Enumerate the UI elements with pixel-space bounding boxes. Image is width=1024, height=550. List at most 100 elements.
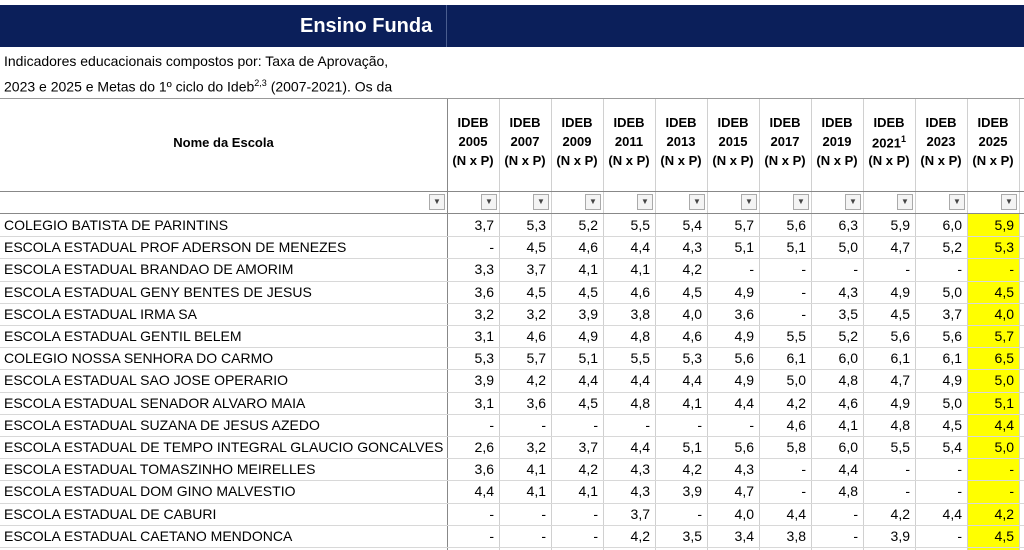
grid-line	[0, 347, 1024, 349]
column-year: 2007	[499, 134, 551, 149]
column-label: IDEB	[717, 115, 749, 130]
ideb-value: 4,5	[578, 394, 598, 411]
ideb-value: 3,9	[890, 527, 910, 544]
ideb-value: -	[593, 505, 598, 522]
ideb-value: -	[749, 261, 754, 278]
column-unit: (N x P)	[712, 153, 754, 168]
year: 2007	[510, 134, 540, 149]
filter-button[interactable]: ▼	[533, 194, 549, 210]
column-unit: (N x P)	[972, 153, 1014, 168]
description-line: 2023 e 2025 e Metas do 1º ciclo do Ideb2…	[4, 78, 392, 95]
ideb-value: 3,6	[474, 283, 494, 300]
filter-button[interactable]: ▼	[585, 194, 601, 210]
ideb-value: -	[489, 527, 494, 544]
description-line: Indicadores educacionais compostos por: …	[4, 53, 389, 69]
school-name: ESCOLA ESTADUAL IRMA SA	[4, 305, 197, 322]
filter-button[interactable]: ▼	[897, 194, 913, 210]
ideb-value: 4,1	[526, 461, 546, 478]
ideb-value: 4,3	[682, 239, 702, 256]
ideb-value: 5,0	[994, 372, 1014, 389]
filter-button[interactable]: ▼	[481, 194, 497, 210]
column-unit: (N x P)	[660, 153, 702, 168]
ideb-value: 4,7	[890, 372, 910, 389]
column-unit: (N x P)	[504, 153, 546, 168]
ideb-value: 5,6	[890, 328, 910, 344]
name-header: Nome da Escola	[173, 135, 274, 150]
ideb-value: 5,6	[734, 439, 754, 455]
year: 2005	[458, 134, 488, 149]
ideb-value: 3,9	[682, 483, 702, 500]
ideb-value: 4,5	[682, 283, 702, 300]
school-name: ESCOLA ESTADUAL GENY BENTES DE JESUS	[4, 283, 312, 300]
grid-line	[0, 480, 1024, 482]
ideb-value: 4,8	[630, 394, 650, 411]
filter-button[interactable]: ▼	[949, 194, 965, 210]
school-name: ESCOLA ESTADUAL PROF ADERSON DE MENEZES	[4, 239, 347, 256]
ideb-value: 4,9	[942, 372, 962, 389]
filter-button[interactable]: ▼	[793, 194, 809, 210]
grid-line	[707, 99, 708, 550]
ideb-value: 4,1	[682, 394, 702, 411]
ideb-value: 4,1	[630, 261, 650, 278]
year: 2019	[822, 134, 852, 149]
school-name: ESCOLA ESTADUAL DOM GINO MALVESTIO	[4, 483, 296, 500]
border	[0, 98, 1024, 99]
grid-line	[0, 391, 1024, 393]
year: 2011	[614, 134, 644, 149]
ideb-value: 4,7	[890, 239, 910, 256]
ideb-value: -	[801, 461, 806, 478]
ideb-value: 4,0	[734, 505, 754, 522]
ideb-value: 5,2	[838, 328, 858, 344]
ideb-value: 3,2	[526, 439, 546, 455]
grid-line	[0, 236, 1024, 238]
grid-line	[967, 99, 968, 550]
ideb-value: 5,5	[786, 328, 806, 344]
ideb-value: 4,0	[994, 305, 1014, 322]
school-name: ESCOLA ESTADUAL BRANDAO DE AMORIM	[4, 261, 294, 278]
ideb-value: 3,7	[526, 261, 546, 278]
ideb-value: 3,7	[474, 217, 494, 233]
ideb-value: 4,5	[526, 283, 546, 300]
column-label: IDEB	[925, 115, 957, 130]
filter-button[interactable]: ▼	[741, 194, 757, 210]
filter-button[interactable]: ▼	[845, 194, 861, 210]
column-year: 2023	[915, 134, 967, 149]
ideb-value: 4,4	[838, 461, 858, 478]
ideb-value: 4,6	[786, 416, 806, 433]
school-name: ESCOLA ESTADUAL DE CABURI	[4, 505, 217, 522]
filter-button[interactable]: ▼	[1001, 194, 1017, 210]
filter-button[interactable]: ▼	[429, 194, 445, 210]
ideb-value: 4,0	[682, 305, 702, 322]
ideb-value: 4,2	[526, 372, 546, 389]
ideb-value: 4,5	[526, 239, 546, 256]
title-cell: Ensino Funda	[0, 5, 446, 47]
column-label: IDEB	[821, 115, 853, 130]
ideb-value: 5,1	[734, 239, 754, 256]
ideb-value: 4,9	[890, 394, 910, 411]
ideb-value: 5,3	[994, 239, 1014, 256]
ideb-value: 4,2	[682, 261, 702, 278]
ideb-value: 2,6	[474, 439, 494, 455]
text: 2023 e 2025 e Metas do 1º ciclo do Ideb	[4, 78, 255, 95]
ideb-value: 4,2	[786, 394, 806, 411]
column-unit: (N x P)	[764, 153, 806, 168]
ideb-value: 6,3	[838, 217, 858, 233]
ideb-value: -	[853, 527, 858, 544]
ideb-value: 4,4	[630, 239, 650, 256]
ideb-value: 3,5	[682, 527, 702, 544]
grid-line	[499, 99, 500, 550]
filter-button[interactable]: ▼	[689, 194, 705, 210]
ideb-value: 4,2	[578, 461, 598, 478]
ideb-value: -	[853, 261, 858, 278]
ideb-value: 4,8	[838, 483, 858, 500]
ideb-value: 4,8	[630, 328, 650, 344]
ideb-value: 4,9	[890, 283, 910, 300]
ideb-value: 4,4	[786, 505, 806, 522]
school-name: ESCOLA ESTADUAL TOMASZINHO MEIRELLES	[4, 461, 316, 478]
filter-button[interactable]: ▼	[637, 194, 653, 210]
ideb-value: 5,1	[994, 394, 1014, 411]
grid-line	[811, 99, 812, 550]
grid-line	[0, 369, 1024, 371]
ideb-value: 4,5	[942, 416, 962, 433]
ideb-value: 5,3	[474, 350, 494, 367]
